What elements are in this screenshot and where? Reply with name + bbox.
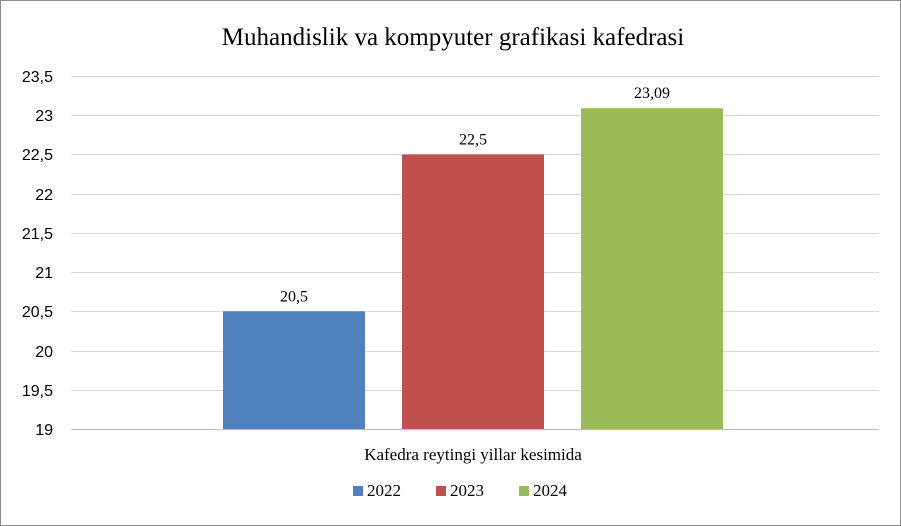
category-label: Kafedra reytingi yillar kesimida	[364, 445, 582, 464]
y-tick-label: 21,5	[22, 226, 53, 243]
y-axis-ticks: 19 19,5 20 20,5 21 21,5 22 22,5 23 23,5	[22, 69, 53, 439]
y-tick-label: 23,5	[22, 69, 53, 86]
y-tick-label: 22	[35, 187, 53, 204]
legend-label-2023: 2023	[450, 481, 484, 500]
data-labels: 20,5 22,5 23,09	[280, 85, 670, 305]
y-tick-label: 20	[35, 344, 53, 361]
legend: 2022 2023 2024	[353, 481, 568, 500]
data-label-2024: 23,09	[634, 85, 670, 102]
y-tick-label: 19,5	[22, 383, 53, 400]
y-tick-label: 20,5	[22, 304, 53, 321]
data-label-2022: 20,5	[280, 288, 308, 305]
bar-2022	[223, 311, 365, 429]
legend-swatch-2024	[519, 486, 529, 496]
data-label-2023: 22,5	[459, 131, 487, 148]
legend-label-2024: 2024	[533, 481, 568, 500]
bars	[223, 108, 723, 429]
y-tick-label: 21	[35, 265, 53, 282]
legend-label-2022: 2022	[367, 481, 401, 500]
y-tick-label: 23	[35, 108, 53, 125]
legend-swatch-2022	[353, 486, 363, 496]
y-tick-label: 19	[35, 422, 53, 439]
bar-2023	[402, 154, 544, 429]
chart-title: Muhandislik va kompyuter grafikasi kafed…	[222, 24, 684, 51]
y-tick-label: 22,5	[22, 147, 53, 164]
bar-2024	[581, 108, 723, 429]
legend-swatch-2023	[436, 486, 446, 496]
